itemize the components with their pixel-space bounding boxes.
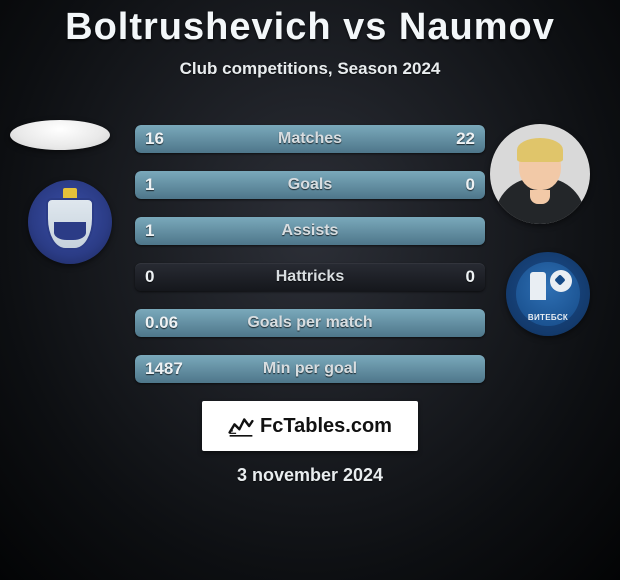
stat-label: Goals per match (135, 309, 485, 337)
stat-value-right: 0 (466, 263, 475, 291)
stat-row: 1Goals0 (135, 171, 485, 199)
club-right-badge: ВИТЕБСК (506, 252, 590, 336)
stat-row: 1487Min per goal (135, 355, 485, 383)
stat-label: Hattricks (135, 263, 485, 291)
stats-container: 16Matches221Goals01Assists0Hattricks00.0… (135, 125, 485, 383)
stat-label: Assists (135, 217, 485, 245)
brand-logo-icon (228, 414, 254, 438)
stat-value-right: 0 (466, 171, 475, 199)
stat-label: Matches (135, 125, 485, 153)
club-left-badge (28, 180, 112, 264)
player-right-avatar (490, 124, 590, 224)
player-left-avatar (10, 120, 110, 150)
stat-label: Min per goal (135, 355, 485, 383)
date-label: 3 november 2024 (0, 465, 620, 486)
stat-row: 0.06Goals per match (135, 309, 485, 337)
stat-label: Goals (135, 171, 485, 199)
subtitle: Club competitions, Season 2024 (0, 59, 620, 79)
stat-row: 0Hattricks0 (135, 263, 485, 291)
club-right-text: ВИТЕБСК (506, 313, 590, 322)
brand-text: FcTables.com (260, 415, 392, 438)
page-title: Boltrushevich vs Naumov (0, 0, 620, 49)
stat-row: 1Assists (135, 217, 485, 245)
stat-value-right: 22 (456, 125, 475, 153)
stat-row: 16Matches22 (135, 125, 485, 153)
brand-badge: FcTables.com (202, 401, 418, 451)
